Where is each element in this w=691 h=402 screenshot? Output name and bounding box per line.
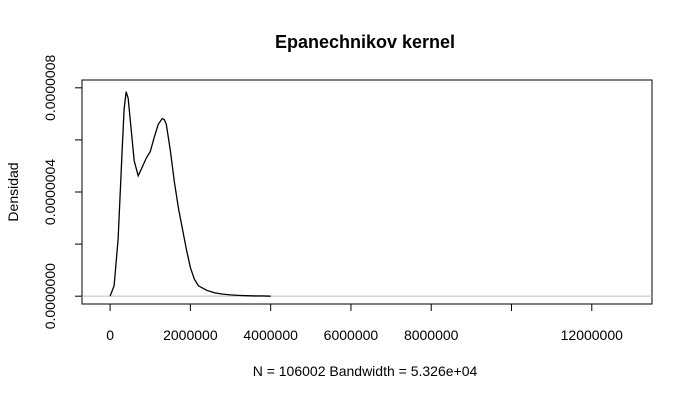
x-tick-label: 6000000 <box>324 327 379 343</box>
density-curve <box>109 91 271 297</box>
x-tick-label: 0 <box>106 327 114 343</box>
y-axis-label: Densidad <box>5 162 21 221</box>
x-tick-label: 8000000 <box>404 327 459 343</box>
x-tick-label: 4000000 <box>243 327 298 343</box>
y-axis: 0.0000000 0.0000004 0.0000008 <box>42 55 83 329</box>
chart-title: Epanechnikov kernel <box>275 32 455 52</box>
x-tick-label: 2000000 <box>163 327 218 343</box>
x-axis: 0 2000000 4000000 6000000 8000000 12000000 <box>106 303 624 343</box>
y-tick-label: 0.0000008 <box>42 55 58 121</box>
y-tick-label: 0.0000004 <box>42 159 58 225</box>
y-tick-label: 0.0000000 <box>42 263 58 329</box>
x-axis-label: N = 106002 Bandwidth = 5.326e+04 <box>253 363 478 379</box>
x-tick-label: 12000000 <box>561 327 624 343</box>
